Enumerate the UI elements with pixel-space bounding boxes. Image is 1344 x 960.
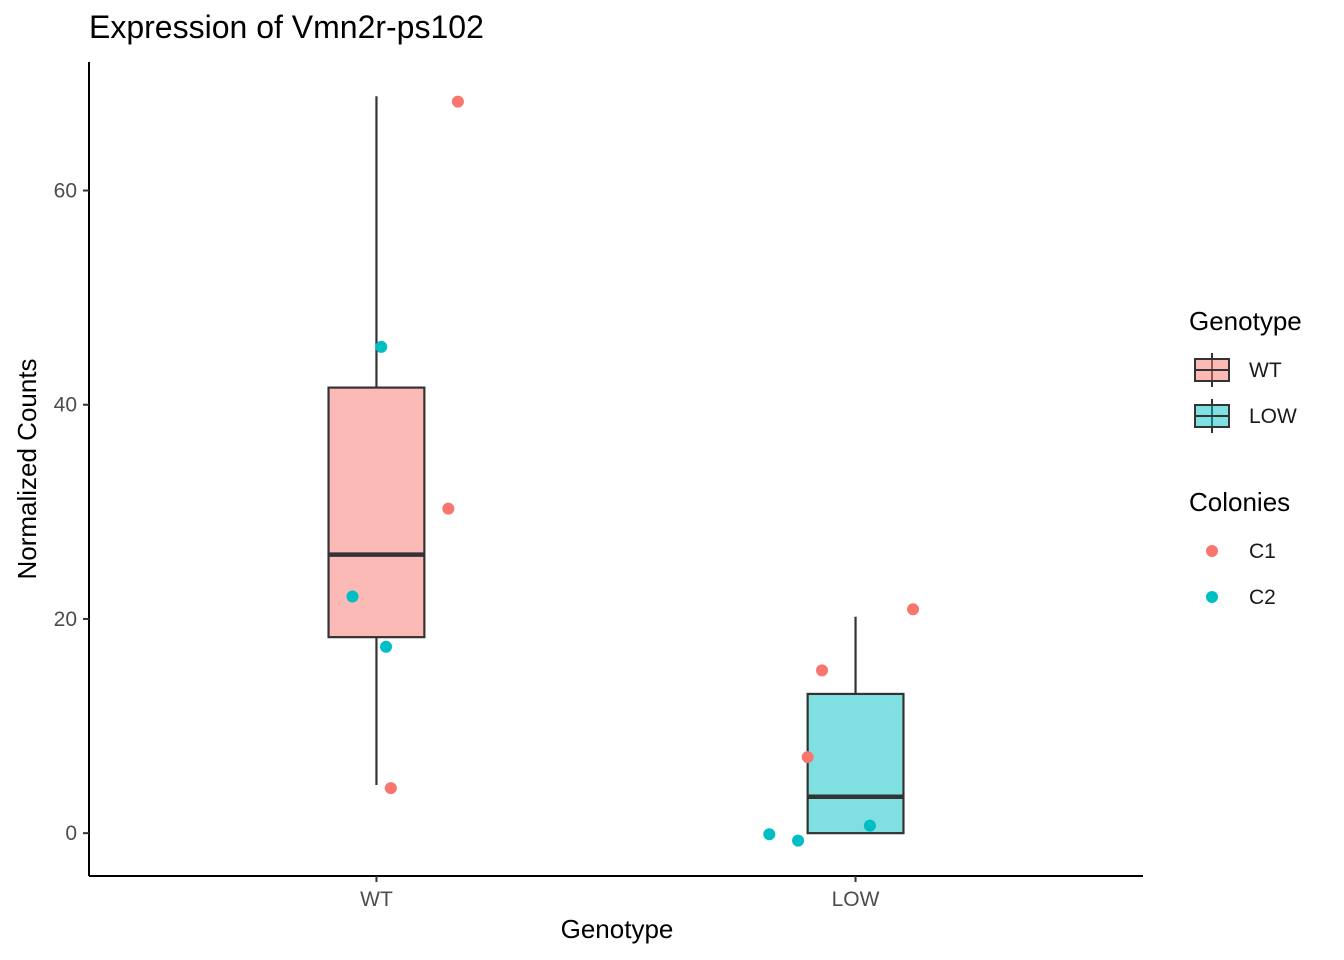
- legend-label: LOW: [1249, 405, 1297, 428]
- y-tick-label: 60: [54, 180, 77, 203]
- legend-genotype: Genotype WT LOW: [1189, 306, 1302, 433]
- legends: Genotype WT LOW Colonies C1 C2: [1189, 306, 1302, 609]
- legend-key-point: [1206, 545, 1218, 557]
- x-tick-label: LOW: [832, 888, 880, 911]
- legend-label: C1: [1249, 540, 1276, 563]
- legend-title: Genotype: [1189, 306, 1302, 336]
- data-point-c2: [763, 828, 776, 841]
- data-point-c1: [907, 603, 920, 616]
- legend-label: WT: [1249, 359, 1282, 382]
- data-point-c2: [863, 819, 876, 832]
- x-tick-label: WT: [360, 888, 393, 911]
- chart-title: Expression of Vmn2r-ps102: [89, 9, 484, 45]
- data-point-c2: [346, 590, 359, 603]
- box-rect: [806, 692, 905, 835]
- plot-panel: [327, 95, 920, 847]
- data-point-c1: [442, 502, 455, 515]
- y-tick-label: 0: [65, 822, 77, 845]
- y-tick-label: 20: [54, 608, 77, 631]
- data-point-c2: [380, 640, 393, 653]
- x-axis-ticks: WT LOW: [360, 876, 880, 911]
- data-point-c1: [451, 95, 464, 108]
- box-low: [806, 616, 905, 835]
- y-axis-title: Normalized Counts: [12, 358, 42, 579]
- y-axis-ticks: 0 20 40 60: [54, 180, 89, 845]
- legend-label: C2: [1249, 586, 1276, 609]
- data-points: [346, 95, 920, 847]
- data-point-c2: [375, 340, 388, 353]
- legend-key-point: [1206, 591, 1218, 603]
- box-wt: [327, 96, 426, 785]
- data-point-c1: [801, 751, 814, 764]
- data-point-c1: [816, 664, 829, 677]
- x-axis-title: Genotype: [561, 914, 674, 944]
- box-rect: [327, 386, 426, 639]
- data-point-c2: [792, 834, 805, 847]
- y-tick-label: 40: [54, 394, 77, 417]
- legend-title: Colonies: [1189, 487, 1290, 517]
- legend-colonies: Colonies C1 C2: [1189, 487, 1290, 609]
- data-point-c1: [384, 782, 397, 795]
